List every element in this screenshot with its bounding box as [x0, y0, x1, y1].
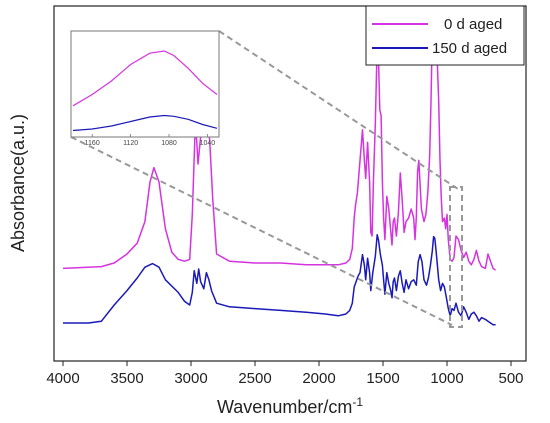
x-tick-label: 3000 [174, 370, 207, 387]
zoom-indicator [70, 30, 463, 328]
inset-x-tick-label: 1160 [85, 140, 100, 147]
x-tick-label: 2500 [238, 370, 271, 387]
inset-series-line-150-d-aged [72, 114, 218, 132]
inset-plot: 1160 1120 1080 1040 [70, 30, 220, 147]
y-axis-title: Absorbance(a.u.) [8, 114, 28, 252]
plot-frame [53, 5, 527, 362]
x-tick-label: 4000 [46, 370, 79, 387]
inset-series-layer [72, 50, 218, 132]
x-axis-title-text: Wavenumber/cm [217, 397, 352, 417]
inset-x-tick-label: 1080 [161, 140, 177, 147]
legend: 0 d aged 150 d aged [365, 5, 525, 66]
inset-x-tick-label: 1120 [123, 140, 138, 147]
inset-x-tick-label: 1040 [200, 140, 216, 147]
series-line-150-d-aged [63, 234, 496, 326]
inset-frame [70, 30, 220, 138]
legend-label-0-d-aged: 0 d aged [444, 16, 502, 33]
zoom-line-top [218, 30, 459, 190]
x-tick-label: 500 [498, 370, 523, 387]
inset-ticks: 1160 1120 1080 1040 [85, 134, 216, 147]
x-tick-label: 2000 [302, 370, 335, 387]
x-tick-label: 3500 [110, 370, 143, 387]
x-tick-label: 1500 [366, 370, 399, 387]
x-axis-title-exponent: -1 [352, 395, 363, 409]
x-axis-ticks: 4000 3500 3000 2500 2000 1500 1000 500 [46, 361, 524, 387]
legend-label-150-d-aged: 150 d aged [432, 40, 507, 57]
x-tick-label: 1000 [430, 370, 463, 387]
inset-series-line-0-d-aged [72, 50, 218, 107]
zoom-line-bottom [70, 136, 453, 326]
legend-box [365, 5, 525, 66]
x-axis-title: Wavenumber/cm-1 [217, 395, 363, 417]
